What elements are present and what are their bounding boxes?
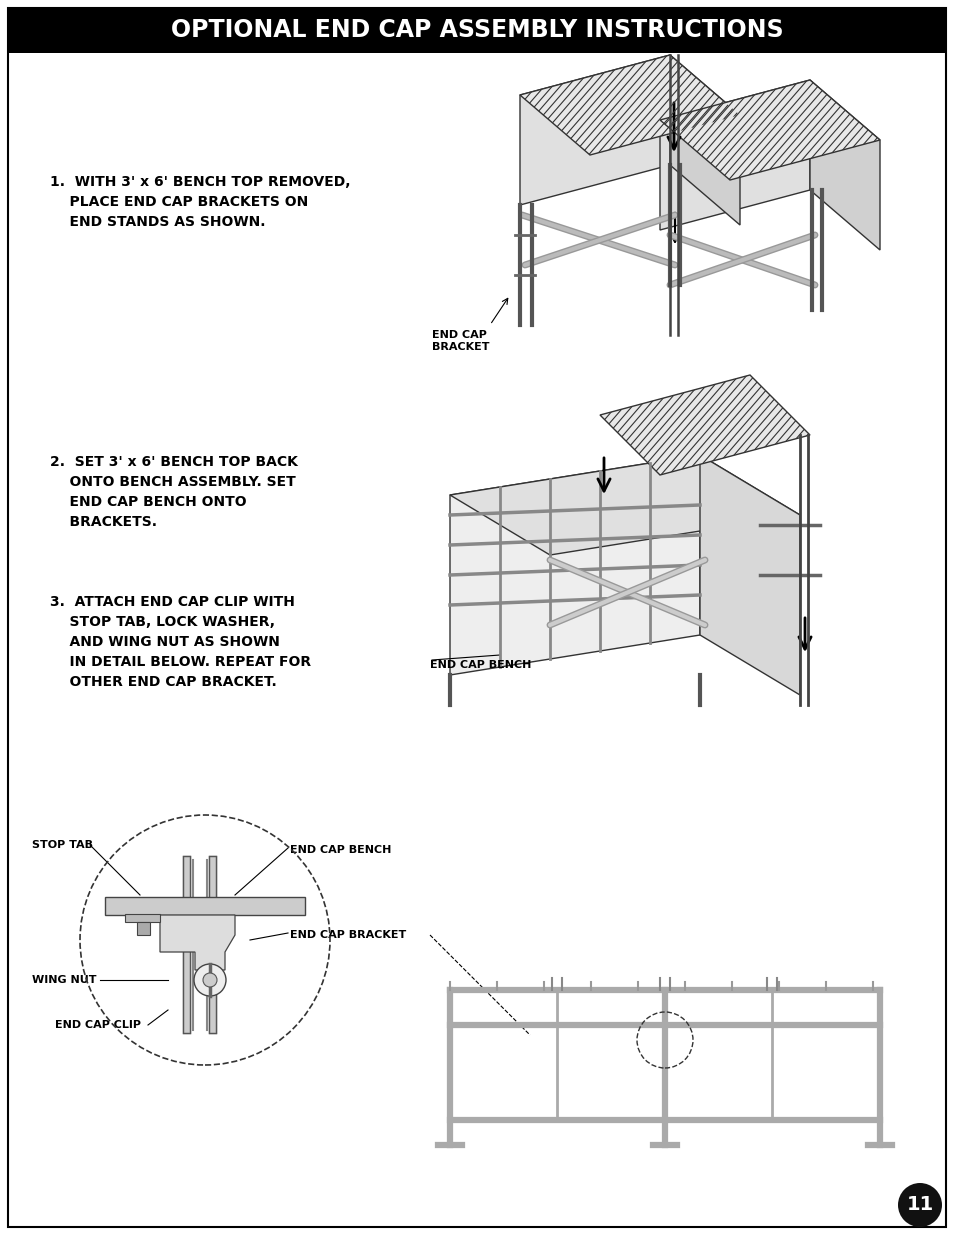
Text: END CAP BENCH: END CAP BENCH — [290, 845, 391, 855]
Text: END CAP
BRACKET: END CAP BRACKET — [432, 330, 489, 352]
Text: 11: 11 — [905, 1195, 933, 1214]
Polygon shape — [809, 80, 879, 249]
Polygon shape — [659, 80, 879, 180]
Polygon shape — [659, 80, 809, 230]
Polygon shape — [160, 915, 234, 969]
Text: END CAP BENCH: END CAP BENCH — [430, 659, 531, 671]
Polygon shape — [450, 454, 700, 676]
Text: 1.  WITH 3' x 6' BENCH TOP REMOVED,
    PLACE END CAP BRACKETS ON
    END STANDS: 1. WITH 3' x 6' BENCH TOP REMOVED, PLACE… — [50, 175, 350, 230]
Bar — [105, 897, 305, 915]
Polygon shape — [669, 56, 740, 225]
Polygon shape — [519, 56, 669, 205]
Circle shape — [203, 973, 216, 987]
Text: STOP TAB: STOP TAB — [32, 840, 92, 850]
Text: OPTIONAL END CAP ASSEMBLY INSTRUCTIONS: OPTIONAL END CAP ASSEMBLY INSTRUCTIONS — [171, 19, 782, 42]
Polygon shape — [519, 56, 740, 156]
Polygon shape — [599, 375, 809, 475]
Text: END CAP CLIP: END CAP CLIP — [55, 1020, 141, 1030]
Text: 2.  SET 3' x 6' BENCH TOP BACK
    ONTO BENCH ASSEMBLY. SET
    END CAP BENCH ON: 2. SET 3' x 6' BENCH TOP BACK ONTO BENCH… — [50, 454, 297, 529]
Circle shape — [897, 1183, 941, 1228]
Bar — [8, 7, 945, 53]
Text: 3.  ATTACH END CAP CLIP WITH
    STOP TAB, LOCK WASHER,
    AND WING NUT AS SHOW: 3. ATTACH END CAP CLIP WITH STOP TAB, LO… — [50, 595, 311, 689]
Polygon shape — [700, 454, 800, 695]
Circle shape — [193, 965, 226, 995]
Polygon shape — [450, 454, 800, 555]
Text: END CAP BRACKET: END CAP BRACKET — [290, 930, 406, 940]
Polygon shape — [137, 923, 150, 935]
Text: WING NUT: WING NUT — [32, 974, 96, 986]
Bar — [125, 914, 160, 923]
